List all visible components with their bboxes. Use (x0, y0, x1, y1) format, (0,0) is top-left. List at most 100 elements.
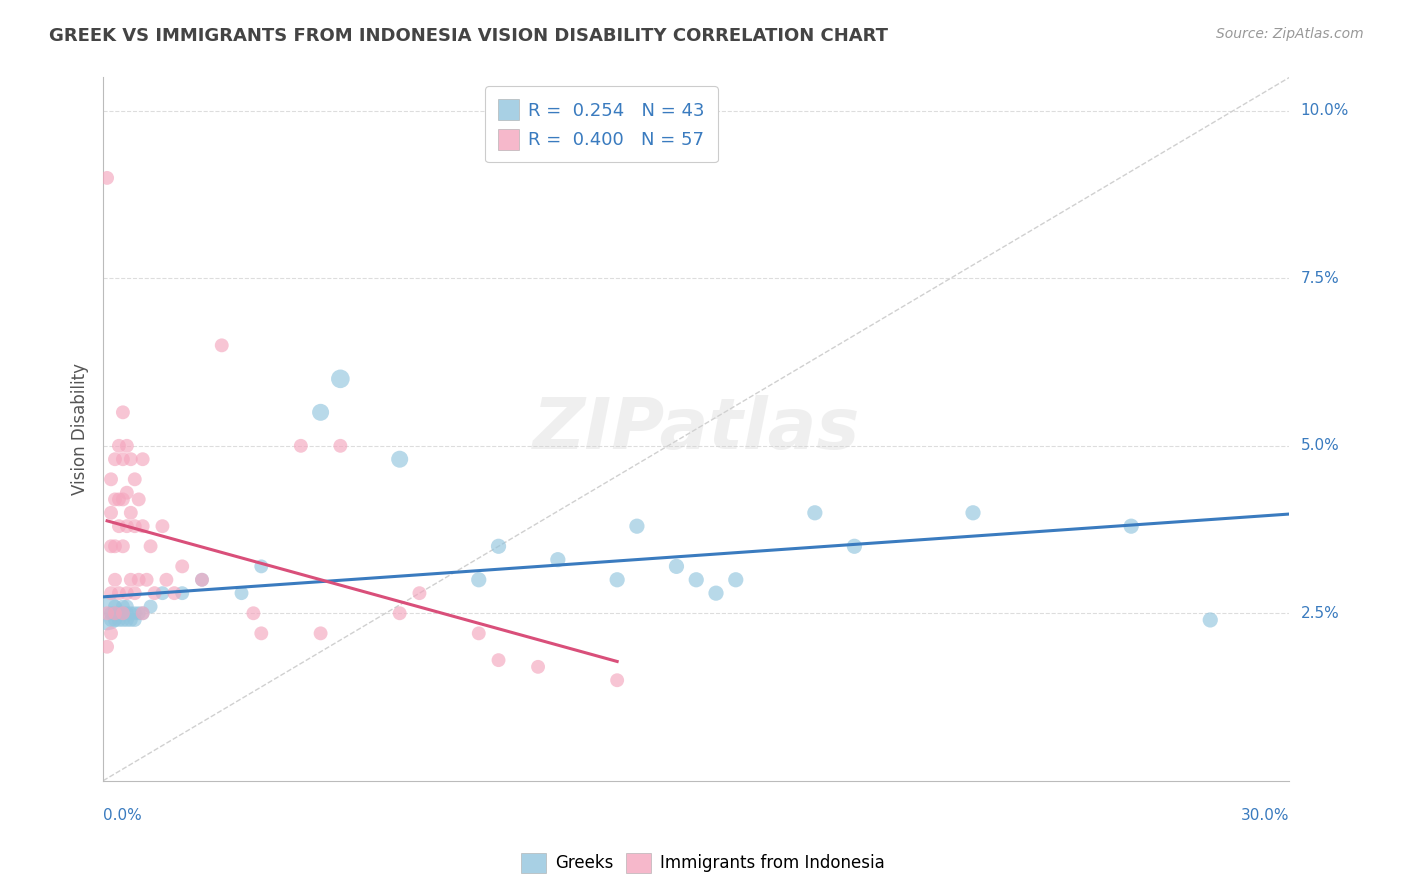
Text: 30.0%: 30.0% (1241, 808, 1289, 823)
Point (211, 338, 233, 352)
Point (191, 573, 214, 587)
Point (309, 626, 332, 640)
Point (120, 607, 142, 621)
Point (152, 586, 174, 600)
Point (128, 607, 150, 621)
Point (250, 559, 273, 574)
Point (724, 573, 747, 587)
Point (547, 552, 569, 566)
Point (128, 573, 150, 587)
Point (115, 607, 138, 621)
Point (104, 539, 127, 553)
Point (309, 405, 332, 419)
Point (96, 640, 118, 654)
Point (108, 439, 131, 453)
Text: Source: ZipAtlas.com: Source: ZipAtlas.com (1216, 27, 1364, 41)
Point (131, 452, 153, 467)
Text: 5.0%: 5.0% (1301, 438, 1339, 453)
Point (100, 586, 122, 600)
Point (100, 613, 122, 627)
Point (100, 472, 122, 486)
Point (242, 607, 264, 621)
Point (108, 519, 131, 533)
Point (104, 573, 127, 587)
Point (111, 607, 134, 621)
Point (108, 586, 131, 600)
Point (250, 626, 273, 640)
Point (100, 506, 122, 520)
Point (804, 506, 827, 520)
Point (388, 607, 411, 621)
Point (128, 492, 150, 507)
Point (111, 613, 134, 627)
Point (100, 607, 122, 621)
Point (172, 559, 194, 574)
Point (115, 586, 138, 600)
Point (100, 626, 122, 640)
Point (111, 539, 134, 553)
Point (135, 573, 157, 587)
Point (120, 452, 142, 467)
Point (665, 559, 688, 574)
Point (104, 607, 127, 621)
Point (124, 519, 146, 533)
Point (488, 539, 510, 553)
Point (124, 472, 146, 486)
Point (488, 653, 510, 667)
Point (111, 452, 134, 467)
Point (468, 573, 491, 587)
Legend: Greeks, Immigrants from Indonesia: Greeks, Immigrants from Indonesia (515, 847, 891, 880)
Point (115, 613, 138, 627)
Point (685, 573, 707, 587)
Point (104, 613, 127, 627)
Point (108, 492, 131, 507)
Point (131, 607, 153, 621)
Point (96, 170, 118, 185)
Point (115, 485, 138, 500)
Point (606, 573, 628, 587)
Point (111, 492, 134, 507)
Point (104, 599, 127, 614)
Text: ZIPatlas: ZIPatlas (533, 394, 860, 464)
Point (139, 539, 162, 553)
Point (329, 372, 352, 386)
Point (124, 607, 146, 621)
Legend: R =  0.254   N = 43, R =  0.400   N = 57: R = 0.254 N = 43, R = 0.400 N = 57 (485, 87, 717, 162)
Point (104, 492, 127, 507)
Text: 10.0%: 10.0% (1301, 103, 1348, 119)
Point (626, 519, 648, 533)
Point (172, 586, 194, 600)
Point (152, 519, 174, 533)
Point (388, 452, 411, 467)
Point (962, 506, 984, 520)
Point (104, 607, 127, 621)
Point (844, 539, 866, 553)
Point (120, 573, 142, 587)
Text: 0.0%: 0.0% (103, 808, 142, 823)
Point (131, 519, 153, 533)
Point (124, 613, 146, 627)
Point (408, 586, 430, 600)
Point (120, 613, 142, 627)
Point (108, 607, 131, 621)
Point (111, 607, 134, 621)
Point (111, 405, 134, 419)
Point (96, 607, 118, 621)
Point (143, 586, 166, 600)
Point (111, 599, 134, 614)
Point (124, 586, 146, 600)
Point (231, 586, 253, 600)
Point (1199, 613, 1222, 627)
Point (329, 439, 352, 453)
Point (139, 599, 162, 614)
Point (104, 452, 127, 467)
Point (290, 439, 312, 453)
Point (191, 573, 214, 587)
Point (163, 586, 186, 600)
Y-axis label: Vision Disability: Vision Disability (72, 363, 89, 495)
Point (100, 539, 122, 553)
Point (120, 506, 142, 520)
Point (1121, 519, 1143, 533)
Text: GREEK VS IMMIGRANTS FROM INDONESIA VISION DISABILITY CORRELATION CHART: GREEK VS IMMIGRANTS FROM INDONESIA VISIO… (49, 27, 889, 45)
Point (96, 607, 118, 621)
